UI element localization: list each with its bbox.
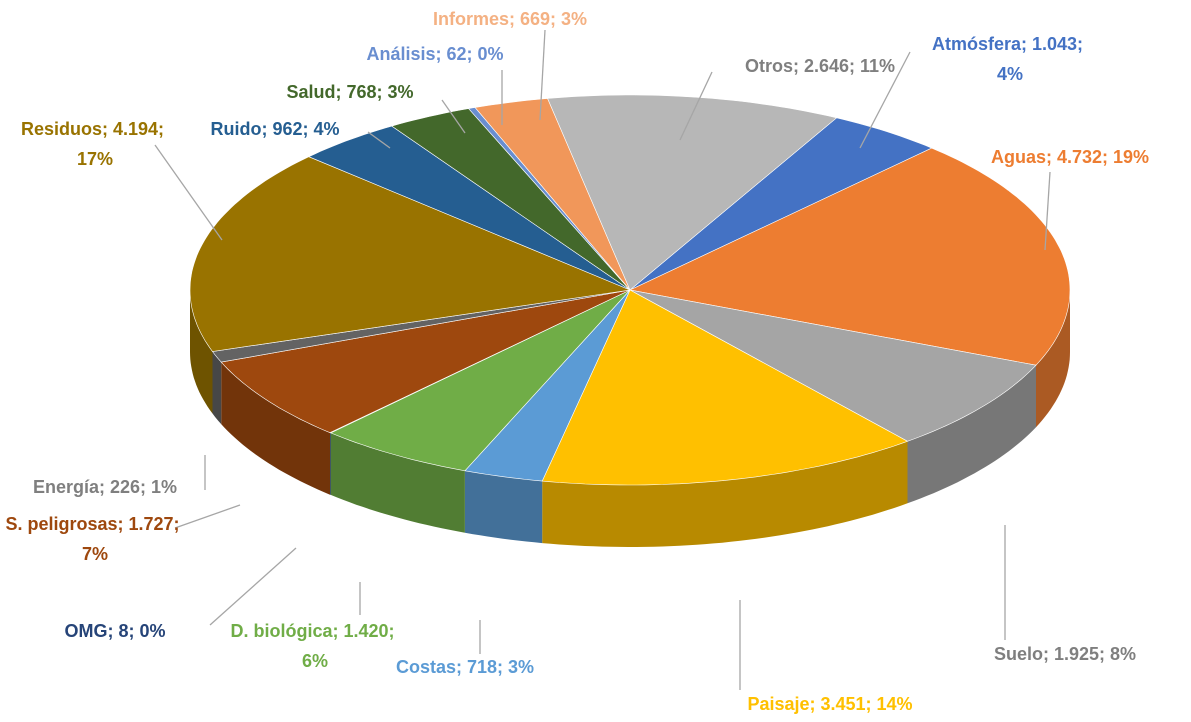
slice-side bbox=[330, 432, 465, 533]
slice-side bbox=[190, 290, 213, 414]
leader-line bbox=[441, 99, 466, 134]
data-label: Residuos; 4.194; 17% bbox=[21, 119, 169, 169]
data-label: Análisis; 62; 0% bbox=[366, 44, 503, 64]
slice bbox=[189, 156, 632, 352]
data-label: Paisaje; 3.451; 14% bbox=[747, 694, 912, 714]
data-label: Otros; 2.646; 11% bbox=[745, 56, 895, 76]
pie-top bbox=[189, 94, 1071, 486]
data-label-line: 7% bbox=[82, 544, 108, 564]
slice bbox=[541, 289, 909, 486]
leader-line bbox=[1044, 171, 1051, 251]
slice bbox=[220, 289, 631, 434]
leader-line bbox=[539, 29, 546, 121]
leader-line bbox=[679, 71, 713, 141]
slice bbox=[629, 117, 933, 291]
slice bbox=[329, 289, 631, 472]
leader-line bbox=[859, 51, 911, 149]
slice-side bbox=[542, 441, 908, 547]
data-label: Ruido; 962; 4% bbox=[210, 119, 339, 139]
data-label: S. peligrosas; 1.727; 7% bbox=[5, 514, 184, 564]
data-label: Suelo; 1.925; 8% bbox=[994, 644, 1136, 664]
slice-side bbox=[1036, 290, 1070, 428]
data-label-line: Residuos; 4.194; bbox=[21, 119, 169, 139]
data-label-line: 6% bbox=[302, 651, 328, 671]
slice bbox=[391, 108, 631, 291]
data-label: Salud; 768; 3% bbox=[286, 82, 413, 102]
slice-side bbox=[221, 362, 330, 495]
data-label: Informes; 669; 3% bbox=[433, 9, 587, 29]
slice bbox=[308, 125, 631, 291]
slice bbox=[629, 147, 1071, 366]
data-label-line: S. peligrosas; 1.727; bbox=[5, 514, 184, 534]
data-label-line: Atmósfera; 1.043; bbox=[932, 34, 1088, 54]
data-labels: Atmósfera; 1.043; 4% Aguas; 4.732; 19% Sue… bbox=[5, 9, 1149, 714]
pie-sides bbox=[190, 290, 1070, 547]
data-label-line: D. biológica; 1.420; bbox=[230, 621, 399, 641]
leader-line bbox=[367, 131, 391, 149]
data-label: OMG; 8; 0% bbox=[64, 621, 165, 641]
data-label: Atmósfera; 1.043; 4% bbox=[932, 34, 1088, 84]
leader-line bbox=[174, 504, 241, 529]
slice-side bbox=[464, 470, 543, 544]
leader-line bbox=[209, 547, 297, 626]
slice bbox=[464, 289, 631, 482]
data-label-line: 4% bbox=[997, 64, 1023, 84]
slice-side bbox=[907, 365, 1036, 504]
data-label: Energía; 226; 1% bbox=[33, 477, 177, 497]
slice-side bbox=[212, 351, 222, 425]
data-label: D. biológica; 1.420; 6% bbox=[230, 621, 399, 671]
leader-line bbox=[154, 144, 223, 241]
data-label: Aguas; 4.732; 19% bbox=[991, 147, 1149, 167]
slice-side bbox=[330, 432, 331, 495]
data-label: Costas; 718; 3% bbox=[396, 657, 534, 677]
slice bbox=[629, 289, 1037, 442]
slice bbox=[547, 94, 838, 291]
data-label-line: 17% bbox=[77, 149, 113, 169]
